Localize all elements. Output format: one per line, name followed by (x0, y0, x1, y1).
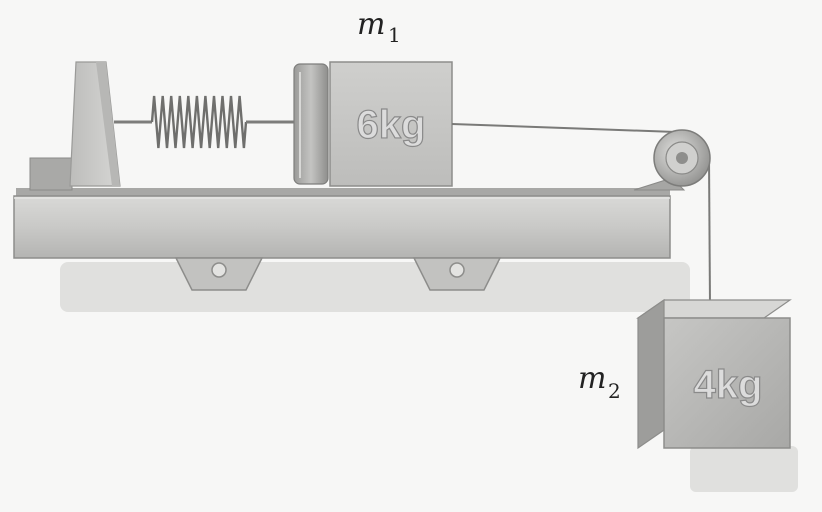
mounting-bracket-right (412, 257, 502, 291)
block-m1-mass-text: 6kg (357, 103, 426, 147)
label-m2: m 2 (578, 361, 621, 403)
block-m1: 6kg (329, 61, 453, 187)
label-m2-subscript: 2 (608, 379, 621, 403)
pulley (633, 129, 711, 191)
label-m2-symbol: m (578, 361, 606, 396)
track-base (13, 188, 671, 259)
spring (114, 95, 298, 149)
block-m1-collar (293, 63, 329, 185)
block-m2-mass-text: 4kg (694, 363, 763, 407)
block-m2: 4kg (636, 298, 792, 450)
label-m1-symbol: m (357, 7, 385, 42)
label-m1-subscript: 1 (388, 23, 401, 47)
fixed-wall (29, 61, 121, 191)
label-m1: m 1 (357, 7, 401, 47)
cable (451, 123, 711, 307)
mounting-bracket-left (174, 257, 264, 291)
